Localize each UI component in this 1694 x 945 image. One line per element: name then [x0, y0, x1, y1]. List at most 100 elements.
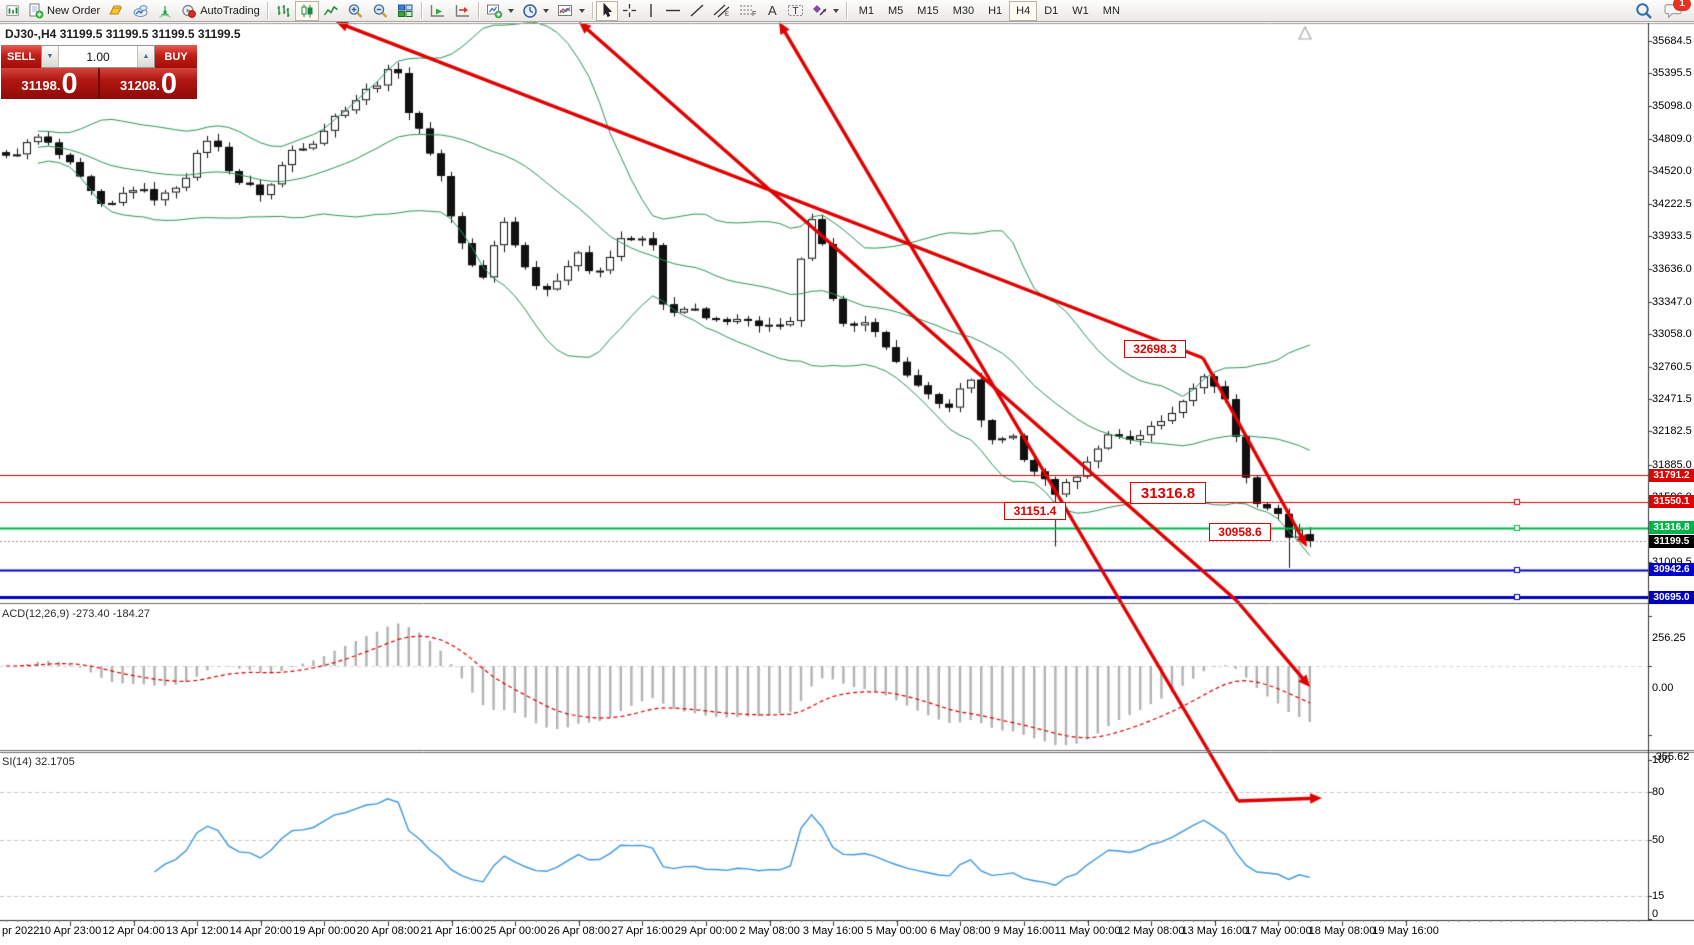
time-axis-label: 29 Apr 00:00 — [674, 925, 738, 937]
timeframe-m5[interactable]: M5 — [888, 4, 904, 17]
time-axis-label: 13 May 16:00 — [1181, 925, 1249, 937]
time-axis-label: 6 May 08:00 — [930, 925, 991, 937]
signals-button[interactable] — [153, 1, 177, 21]
chart-icon — [6, 4, 19, 16]
vertical-line-icon — [650, 4, 652, 17]
templates-button[interactable] — [553, 1, 589, 21]
crosshair-icon — [622, 4, 636, 17]
separator — [420, 2, 422, 19]
volume-decrease-button[interactable]: ▼ — [42, 46, 59, 67]
time-axis-label: 26 Apr 08:00 — [547, 925, 610, 937]
sell-button[interactable]: SELL — [1, 45, 41, 68]
svg-text:F: F — [752, 11, 756, 18]
equidistant-channel-icon: E — [713, 4, 730, 18]
shapes-arrows-icon — [812, 5, 827, 16]
time-axis-label: 13 Apr 12:00 — [165, 925, 229, 937]
dropdown-caret — [578, 8, 585, 13]
cloud-chart-icon — [133, 4, 148, 17]
rsi-axis-label: 50 — [1652, 834, 1665, 846]
chart-title: DJ30-,H4 31199.5 31199.5 31199.5 31199.5 — [5, 27, 241, 41]
candlestick-chart-type-button[interactable] — [294, 0, 319, 21]
price-axis-label: 32471.5 — [1652, 393, 1692, 406]
zoom-in-button[interactable] — [343, 1, 368, 21]
timeframe-m15[interactable]: M15 — [917, 4, 939, 17]
chart-shift-button[interactable] — [450, 1, 475, 21]
notifications-button[interactable]: 1 — [1664, 0, 1691, 20]
price-axis-label: 35684.5 — [1652, 35, 1692, 47]
fibonacci-icon: F — [739, 5, 756, 18]
rsi-axis-label: 80 — [1652, 786, 1665, 798]
price-annotation[interactable]: 31316.8 — [1130, 482, 1206, 504]
channel-tool-button[interactable]: E — [709, 1, 735, 21]
buy-button[interactable]: BUY — [155, 45, 197, 68]
time-axis-label: 10 Apr 23:00 — [38, 925, 102, 937]
auto-scroll-button[interactable] — [425, 1, 450, 21]
fibonacci-tool-button[interactable]: F — [735, 1, 761, 21]
time-axis-label: 20 Apr 08:00 — [356, 925, 420, 937]
timeframe-m30[interactable]: M30 — [952, 4, 975, 17]
gold-button[interactable] — [104, 1, 128, 21]
price-annotation[interactable]: 30958.6 — [1209, 523, 1271, 541]
timeframe-w1[interactable]: W1 — [1072, 4, 1089, 17]
autotrading-button[interactable]: AutoTrading — [177, 1, 264, 21]
timeframe-mn[interactable]: MN — [1102, 4, 1120, 17]
sell-price[interactable]: 31198. 0 — [1, 68, 100, 99]
chart-mini-icon[interactable] — [2, 1, 24, 21]
rsi-axis-label: 15 — [1652, 890, 1665, 902]
horizontal-line-tool-button[interactable] — [661, 1, 685, 21]
line-chart-icon — [323, 5, 338, 15]
rsi-axis-label: 0 — [1652, 908, 1659, 920]
trendline-tool-button[interactable] — [685, 1, 709, 21]
macd-axis-label: 0.00 — [1652, 682, 1674, 694]
text-label-tool-button[interactable]: T — [783, 1, 808, 21]
time-axis-label: pr 2022 — [2, 925, 40, 937]
volume-increase-button[interactable]: ▲ — [137, 46, 154, 67]
time-axis-label: 14 Apr 20:00 — [229, 925, 292, 937]
price-level-badge: 31316.8 — [1649, 521, 1694, 535]
volume-value[interactable]: 1.00 — [59, 46, 137, 67]
price-level-badge: 31550.1 — [1649, 495, 1694, 509]
timeframe-m1[interactable]: M1 — [858, 4, 874, 17]
price-axis-label: 31885.0 — [1652, 458, 1692, 471]
bar-chart-type-button[interactable] — [271, 1, 295, 21]
timeframe-group: M1 M5 M15 M30 H1 H4 D1 W1 MN — [852, 0, 1127, 21]
buy-price[interactable]: 31208. 0 — [100, 68, 197, 99]
arrows-tool-button[interactable] — [808, 1, 843, 21]
candlestick-icon — [301, 4, 313, 17]
new-order-button[interactable]: New Order — [24, 1, 104, 21]
zoom-out-button[interactable] — [368, 1, 393, 21]
new-chart-button[interactable] — [482, 1, 518, 21]
price-annotation[interactable]: 32698.3 — [1124, 340, 1186, 358]
price-axis-label: 35395.5 — [1652, 67, 1692, 80]
ohlc-bars-icon — [277, 4, 290, 17]
autotrading-label: AutoTrading — [200, 4, 260, 17]
time-axis-label: 11 May 00:00 — [1054, 925, 1121, 937]
timeframe-h1[interactable]: H1 — [988, 4, 1003, 17]
timeframe-d1[interactable]: D1 — [1044, 4, 1059, 17]
time-axis-label: 17 May 00:00 — [1245, 925, 1312, 937]
search-button[interactable] — [1634, 1, 1654, 21]
vertical-line-tool-button[interactable] — [641, 1, 661, 21]
separator — [591, 2, 593, 19]
publish-button[interactable] — [128, 1, 153, 21]
periods-button[interactable] — [518, 1, 553, 21]
line-chart-type-button[interactable] — [319, 1, 343, 21]
volume-spinner: ▼ 1.00 ▲ — [41, 45, 155, 68]
dropdown-caret — [832, 8, 839, 13]
tile-windows-button[interactable] — [393, 1, 418, 21]
chart-canvas[interactable] — [0, 22, 1694, 945]
timeframe-h4[interactable]: H4 — [1009, 0, 1038, 21]
separator — [266, 2, 268, 19]
trendline-icon — [690, 4, 704, 17]
price-axis-label: 34520.0 — [1652, 164, 1692, 177]
text-tool-button[interactable]: A — [761, 1, 783, 21]
rsi-axis-label: 100 — [1652, 754, 1671, 766]
time-axis-label: 18 May 08:00 — [1308, 925, 1376, 937]
time-axis-label: 25 Apr 00:00 — [483, 925, 547, 937]
price-annotation[interactable]: 31151.4 — [1004, 502, 1066, 520]
crosshair-tool-button[interactable] — [618, 1, 641, 21]
price-axis-label: 32182.5 — [1652, 425, 1692, 438]
time-axis-label: 5 May 00:00 — [866, 925, 928, 937]
time-axis-label: 21 Apr 16:00 — [420, 925, 483, 937]
cursor-tool-button[interactable] — [595, 0, 618, 21]
